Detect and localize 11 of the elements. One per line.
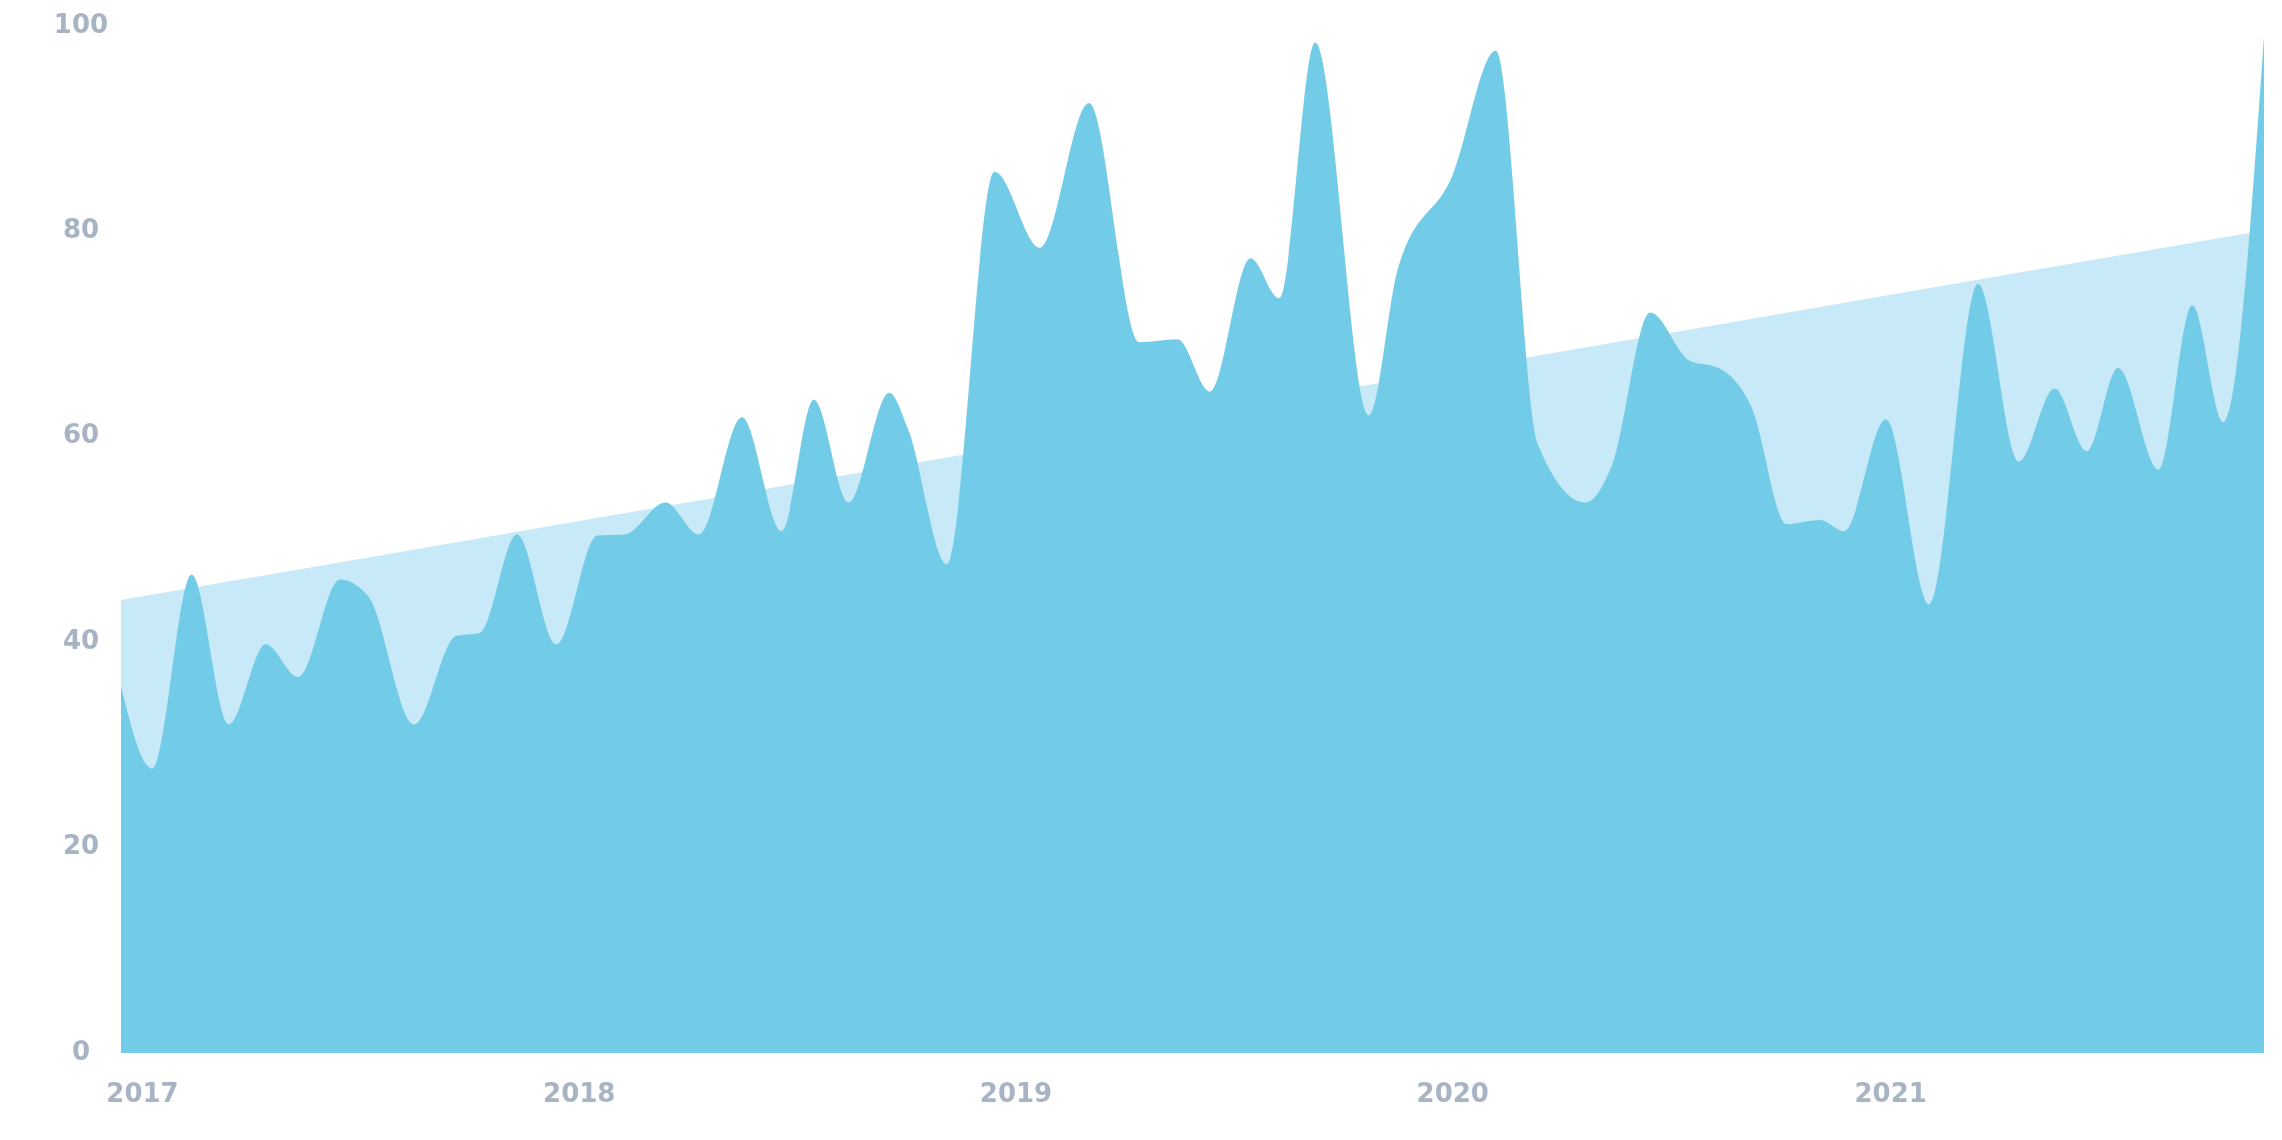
x-tick-label: 2018 <box>543 1077 616 1108</box>
x-tick-label: 2021 <box>1854 1077 1927 1108</box>
x-tick-label: 2020 <box>1416 1077 1489 1108</box>
x-tick-label: 2019 <box>979 1077 1053 1108</box>
y-tick-label: 0 <box>71 1035 91 1066</box>
y-tick-label: 80 <box>62 213 100 244</box>
y-tick-label: 60 <box>62 419 100 450</box>
y-tick-label: 20 <box>62 830 100 861</box>
x-tick-label: 2017 <box>106 1077 179 1108</box>
y-tick-label: 40 <box>62 624 100 655</box>
y-tick-label: 100 <box>53 8 109 39</box>
